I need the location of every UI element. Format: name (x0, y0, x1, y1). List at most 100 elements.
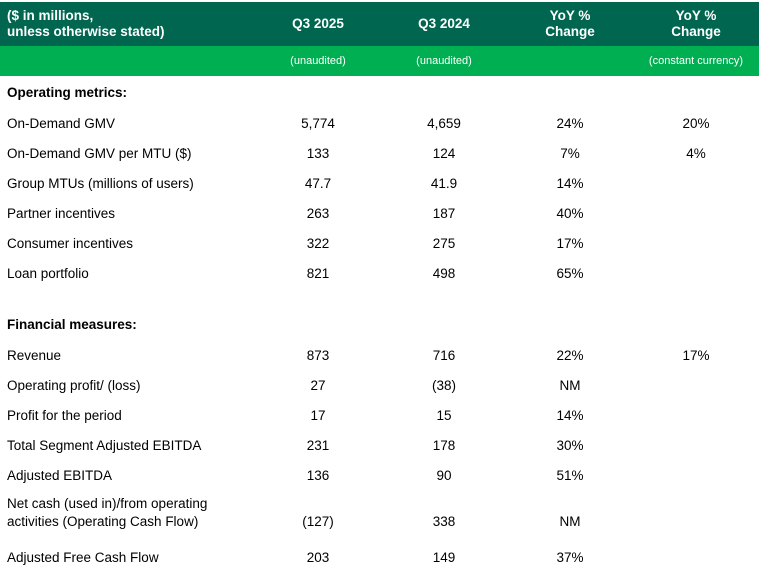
cell-q3-2025: 27 (310, 377, 326, 393)
col-header-yoy-change-cc: YoY % Change (633, 8, 759, 40)
subheader-unaudited-2024: (unaudited) (416, 55, 472, 67)
cell-yoy-cc: 17% (682, 347, 710, 363)
cell-yoy-cc (633, 213, 759, 214)
cell-q3-2024: 187 (432, 205, 456, 221)
cell-q3-2025: 873 (306, 347, 330, 363)
cell-yoy: 24% (556, 115, 584, 131)
section-gap (0, 288, 759, 308)
row-label: Net cash (used in)/from operating activi… (7, 496, 208, 529)
cell-yoy-cc (633, 183, 759, 184)
table-units-note-line2: unless otherwise stated) (7, 24, 165, 39)
cell-yoy: 65% (556, 265, 584, 281)
cell-yoy-cc (633, 557, 759, 558)
cell-q3-2025: 263 (306, 205, 330, 221)
cell-q3-2025: 821 (306, 265, 330, 281)
cell-yoy: 14% (556, 407, 584, 423)
row-label: Operating profit/ (loss) (7, 377, 141, 393)
cell-q3-2025: 5,774 (301, 115, 335, 131)
cell-q3-2024: 716 (432, 347, 456, 363)
section-title: Financial measures: (7, 316, 137, 332)
subheader-empty (0, 61, 255, 62)
cell-yoy: 40% (556, 205, 584, 221)
row-label: Group MTUs (millions of users) (7, 175, 194, 191)
cell-q3-2025: 322 (306, 235, 330, 251)
table-row-operating-cash-flow: Net cash (used in)/from operating activi… (0, 490, 759, 542)
subheader-unaudited-2025: (unaudited) (290, 55, 346, 67)
col-header-q3-2025: Q3 2025 (292, 16, 344, 31)
cell-yoy-cc (633, 475, 759, 476)
cell-q3-2024: 149 (432, 549, 456, 565)
table-row-revenue: Revenue 873 716 22% 17% (0, 340, 759, 370)
cell-yoy-cc (633, 445, 759, 446)
row-label: Loan portfolio (7, 265, 89, 281)
row-label: Adjusted EBITDA (7, 467, 113, 483)
cell-yoy: 22% (556, 347, 584, 363)
subheader-yoy-empty (507, 61, 633, 62)
table-row-group-mtus: Group MTUs (millions of users) 47.7 41.9… (0, 168, 759, 198)
col-header-yoy-cc-line1: YoY % (675, 8, 717, 23)
cell-q3-2025: 47.7 (304, 175, 332, 191)
table-row-partner-incentives: Partner incentives 263 187 40% (0, 198, 759, 228)
subheader-constant-currency: (constant currency) (648, 55, 744, 67)
table-row-operating-profit-loss: Operating profit/ (loss) 27 (38) NM (0, 370, 759, 400)
row-label: Adjusted Free Cash Flow (7, 549, 159, 565)
col-header-yoy-cc-line2: Change (671, 24, 721, 39)
cell-yoy-cc (633, 243, 759, 244)
cell-q3-2024: 178 (432, 437, 456, 453)
cell-yoy-cc (633, 385, 759, 386)
cell-yoy: 51% (556, 467, 584, 483)
cell-yoy: 30% (556, 437, 584, 453)
cell-q3-2025: 133 (306, 145, 330, 161)
cell-q3-2025: 203 (306, 549, 330, 565)
section-title: Operating metrics: (7, 84, 128, 100)
col-header-yoy-line1: YoY % (549, 8, 591, 23)
row-label: Revenue (7, 347, 62, 363)
col-header-q3-2024: Q3 2024 (418, 16, 470, 31)
cell-yoy: 14% (556, 175, 584, 191)
table-subheader-row: (unaudited) (unaudited) (constant curren… (0, 46, 759, 76)
row-label: Partner incentives (7, 205, 116, 221)
financial-results-table: ($ in millions, unless otherwise stated)… (0, 2, 759, 572)
section-header-operating-metrics: Operating metrics: (0, 76, 759, 108)
table-row-consumer-incentives: Consumer incentives 322 275 17% (0, 228, 759, 258)
col-header-yoy-change: YoY % Change (507, 8, 633, 40)
cell-q3-2024: (38) (431, 377, 456, 393)
cell-yoy: NM (559, 514, 581, 529)
cell-q3-2024: 275 (432, 235, 456, 251)
cell-q3-2025: 136 (306, 467, 330, 483)
table-units-note-line1: ($ in millions, (7, 8, 94, 23)
cell-yoy: NM (559, 377, 581, 393)
cell-q3-2024: 90 (436, 467, 452, 483)
cell-q3-2024: 41.9 (430, 175, 458, 191)
cell-yoy-cc (633, 415, 759, 416)
cell-yoy: 17% (556, 235, 584, 251)
table-row-adjusted-free-cash-flow: Adjusted Free Cash Flow 203 149 37% (0, 542, 759, 572)
cell-q3-2024: 124 (432, 145, 456, 161)
row-label: On-Demand GMV per MTU ($) (7, 145, 192, 161)
cell-q3-2024: 4,659 (427, 115, 461, 131)
cell-yoy: 37% (556, 549, 584, 565)
cell-q3-2024: 498 (432, 265, 456, 281)
table-units-note: ($ in millions, unless otherwise stated) (0, 8, 255, 40)
table-header-row: ($ in millions, unless otherwise stated)… (0, 2, 759, 46)
row-label: On-Demand GMV (7, 115, 116, 131)
cell-q3-2025: 231 (306, 437, 330, 453)
col-header-yoy-line2: Change (545, 24, 595, 39)
row-label: Total Segment Adjusted EBITDA (7, 437, 202, 453)
cell-yoy-cc: 4% (686, 145, 706, 161)
cell-yoy: 7% (560, 145, 580, 161)
table-row-total-segment-adjusted-ebitda: Total Segment Adjusted EBITDA 231 178 30… (0, 430, 759, 460)
row-label: Profit for the period (7, 407, 122, 423)
cell-q3-2024: 15 (436, 407, 452, 423)
cell-q3-2025: (127) (302, 514, 334, 529)
cell-q3-2025: 17 (310, 407, 326, 423)
row-label: Consumer incentives (7, 235, 134, 251)
table-row-gmv-per-mtu: On-Demand GMV per MTU ($) 133 124 7% 4% (0, 138, 759, 168)
cell-yoy-cc: 20% (682, 115, 710, 131)
cell-q3-2024: 338 (432, 514, 456, 529)
table-row-loan-portfolio: Loan portfolio 821 498 65% (0, 258, 759, 288)
table-row-adjusted-ebitda: Adjusted EBITDA 136 90 51% (0, 460, 759, 490)
cell-yoy-cc (633, 273, 759, 274)
cell-yoy-cc (633, 530, 759, 531)
table-row-profit-for-period: Profit for the period 17 15 14% (0, 400, 759, 430)
